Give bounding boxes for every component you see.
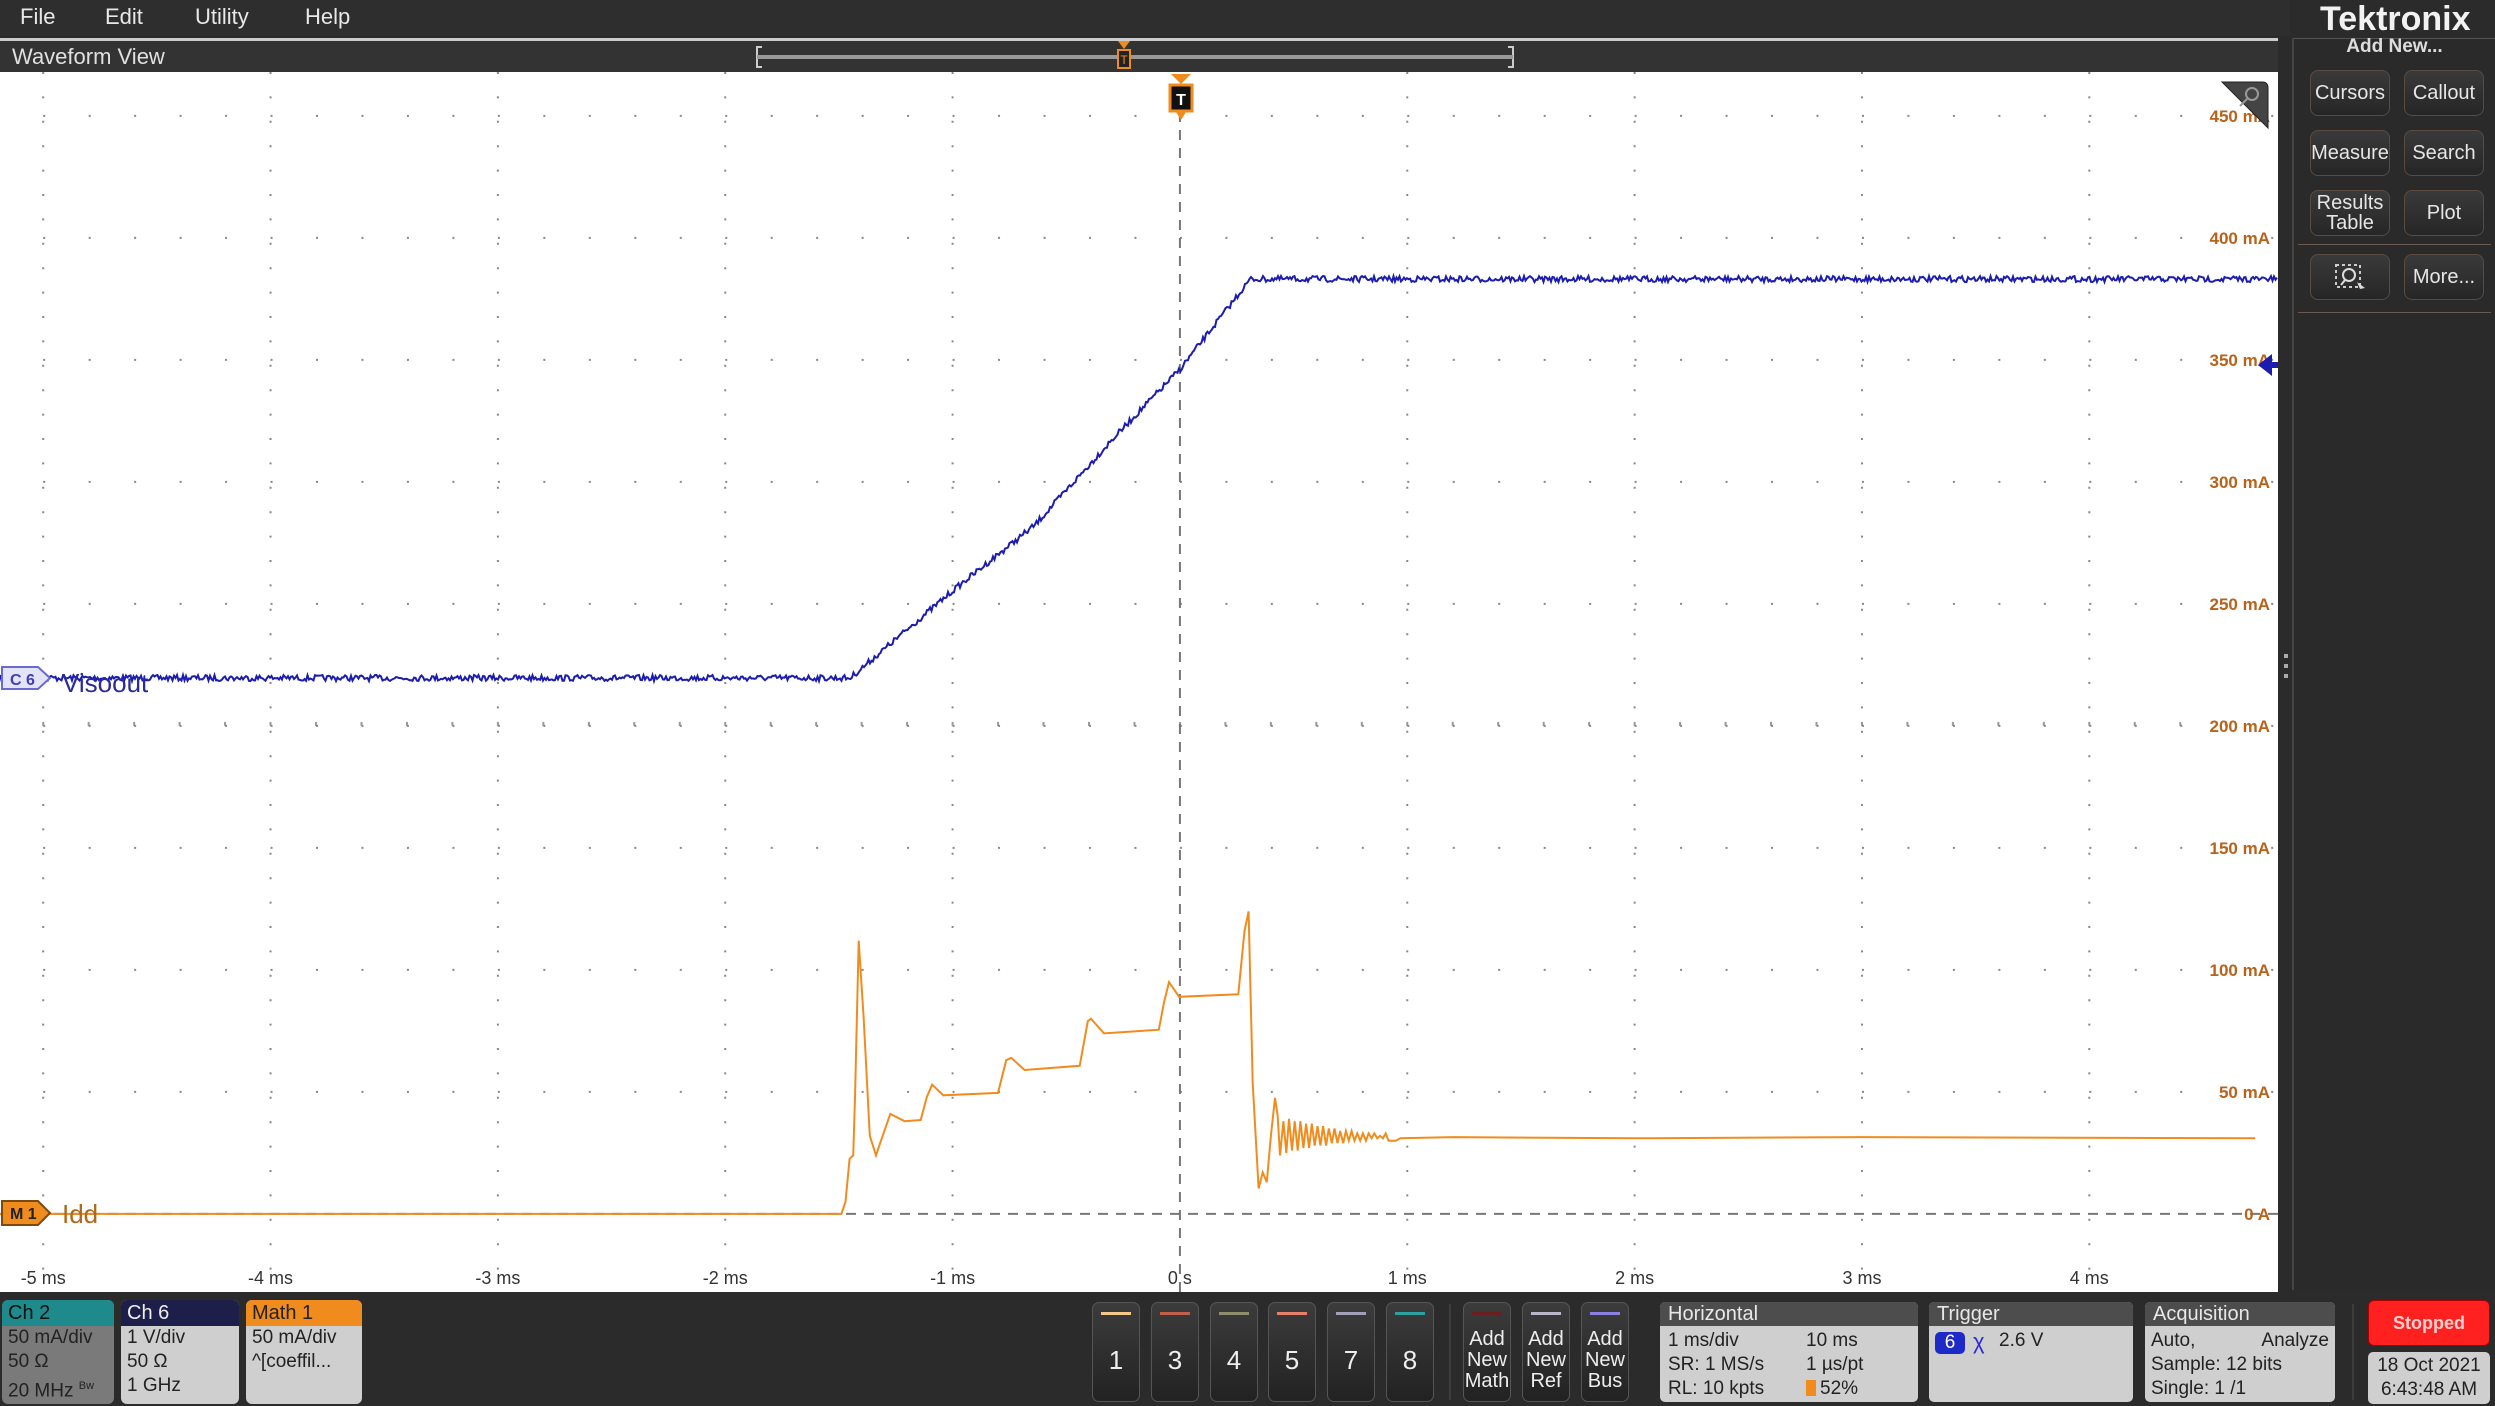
waveform-plot[interactable]: -5 ms -4 ms -3 ms -2 ms -1 ms 0 s 1 ms 2 ms 3 ms…	[0, 72, 2278, 1292]
menu-file[interactable]: File	[20, 4, 56, 29]
zoom-corner-icon[interactable]	[2220, 81, 2269, 130]
waveform-view-titlebar: Waveform View T	[0, 38, 2278, 72]
y-tick-label: 250 mA	[2210, 595, 2270, 614]
x-tick-label: -5 ms	[21, 1268, 66, 1288]
ch6-badge[interactable]: Ch 6 1 V/div 50 Ω 1 GHz	[121, 1300, 239, 1404]
menu-utility[interactable]: Utility	[195, 4, 249, 29]
menu-help[interactable]: Help	[305, 4, 351, 29]
edge-either-icon: χ	[1973, 1329, 1985, 1354]
acquisition-badge[interactable]: Acquisition Auto, Analyze Sample: 12 bit…	[2145, 1302, 2335, 1402]
add-new-heading: Add New...	[2346, 36, 2443, 57]
horizontal-badge[interactable]: Horizontal 1 ms/div 10 ms SR: 1 MS/s 1 µ…	[1660, 1302, 1918, 1402]
channel-button-5[interactable]: 5	[1268, 1302, 1316, 1402]
add-new-bus-button[interactable]: Add New Bus	[1581, 1302, 1629, 1402]
bandwidth-limit-icon: Bw	[78, 1380, 95, 1392]
record-timeline[interactable]: T	[750, 41, 1520, 75]
menu-bar: File Edit Utility Help	[0, 0, 2290, 36]
trigger-badge[interactable]: Trigger 6 χ 2.6 V	[1929, 1302, 2133, 1402]
label-idd: Idd	[62, 1199, 98, 1229]
menu-edit[interactable]: Edit	[105, 4, 143, 29]
channel-button-1[interactable]: 1	[1092, 1302, 1140, 1402]
plot-button[interactable]: Plot	[2404, 190, 2484, 236]
x-tick-label: 2 ms	[1615, 1268, 1654, 1288]
channel-marker-c6[interactable]: C 6 Visoout	[1, 666, 149, 698]
svg-text:C 6: C 6	[10, 672, 35, 689]
math1-badge[interactable]: Math 1 50 mA/div ^[coeffil...	[246, 1300, 362, 1404]
y-axis-labels: 0 A 50 mA 100 mA 150 mA 200 mA 250 mA 300 mA 35…	[2210, 107, 2270, 1224]
zoom-select-icon	[2335, 264, 2365, 289]
x-tick-label: -1 ms	[930, 1268, 975, 1288]
x-tick-label: 0 s	[1168, 1268, 1192, 1288]
y-tick-label: 100 mA	[2210, 961, 2270, 980]
trigger-source-badge: 6	[1935, 1332, 1965, 1354]
x-tick-label: -3 ms	[475, 1268, 520, 1288]
search-button[interactable]: Search	[2404, 130, 2484, 176]
label-visoout: Visoout	[62, 668, 149, 698]
waveform-view-title: Waveform View	[12, 44, 165, 69]
datetime-display[interactable]: 18 Oct 2021 6:43:48 AM	[2368, 1352, 2490, 1404]
more-button[interactable]: More...	[2404, 254, 2484, 300]
channel-button-4[interactable]: 4	[1210, 1302, 1258, 1402]
y-tick-label: 50 mA	[2219, 1083, 2270, 1102]
add-new-ref-button[interactable]: Add New Ref	[1522, 1302, 1570, 1402]
x-tick-label: 1 ms	[1388, 1268, 1427, 1288]
y-tick-label: 150 mA	[2210, 839, 2270, 858]
measure-button[interactable]: Measure	[2310, 130, 2390, 176]
svg-text:T: T	[1176, 92, 1186, 109]
run-stop-button[interactable]: Stopped	[2368, 1300, 2490, 1346]
x-tick-label: 4 ms	[2070, 1268, 2109, 1288]
callout-button[interactable]: Callout	[2404, 70, 2484, 116]
trace-visoout	[0, 272, 2278, 685]
y-tick-label: 350 mA	[2210, 351, 2270, 370]
right-panel: Tektronix Add New... Cursors Callout Mea…	[2292, 0, 2495, 1290]
results-table-button[interactable]: Results Table	[2310, 190, 2390, 236]
color-bar	[1160, 1312, 1190, 1315]
color-bar	[1101, 1312, 1131, 1315]
svg-text:M 1: M 1	[10, 1206, 37, 1223]
y-tick-label: 400 mA	[2210, 229, 2270, 248]
color-bar	[1277, 1312, 1307, 1315]
x-tick-label: -2 ms	[703, 1268, 748, 1288]
timeline-trigger-icon: T	[1120, 53, 1128, 67]
ch2-badge[interactable]: Ch 2 50 mA/div 50 Ω 20 MHz Bw	[2, 1300, 114, 1404]
x-axis-labels: -5 ms -4 ms -3 ms -2 ms -1 ms 0 s 1 ms 2 ms 3 ms…	[21, 1268, 2109, 1288]
color-bar	[1219, 1312, 1249, 1315]
trace-idd	[0, 911, 2256, 1215]
zoom-select-button[interactable]	[2310, 254, 2390, 300]
trigger-level-arrow-icon[interactable]	[2258, 354, 2278, 376]
y-tick-label: 0 A	[2244, 1205, 2270, 1224]
channel-button-7[interactable]: 7	[1327, 1302, 1375, 1402]
color-bar	[1395, 1312, 1425, 1315]
color-bar	[1336, 1312, 1366, 1315]
panel-resize-handle[interactable]	[2284, 652, 2290, 682]
tektronix-logo: Tektronix	[2320, 0, 2471, 38]
channel-button-8[interactable]: 8	[1386, 1302, 1434, 1402]
y-tick-label: 300 mA	[2210, 473, 2270, 492]
channel-marker-m1[interactable]: M 1 Idd	[1, 1199, 98, 1229]
add-new-math-button[interactable]: Add New Math	[1463, 1302, 1511, 1402]
cursors-button[interactable]: Cursors	[2310, 70, 2390, 116]
trigger-position-marker[interactable]: T	[1168, 74, 1194, 120]
trigger-position-icon	[1806, 1380, 1816, 1396]
y-tick-label: 200 mA	[2210, 717, 2270, 736]
x-tick-label: -4 ms	[248, 1268, 293, 1288]
x-tick-label: 3 ms	[1842, 1268, 1881, 1288]
graticule	[0, 72, 2278, 1292]
channel-button-3[interactable]: 3	[1151, 1302, 1199, 1402]
